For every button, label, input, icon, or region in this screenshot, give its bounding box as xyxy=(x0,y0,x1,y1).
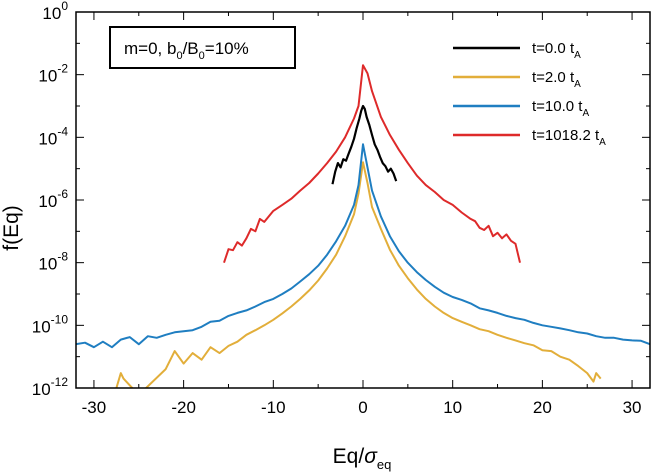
x-tick-label: -30 xyxy=(82,398,107,417)
annotation-part-m: m=0, b xyxy=(124,39,176,58)
legend-label-main: t=0.0 t xyxy=(532,40,575,57)
x-tick-label: 20 xyxy=(533,398,552,417)
legend-label-sub: A xyxy=(599,137,606,148)
y-tick-label-exponent: -8 xyxy=(57,250,68,264)
annotation-part-mid: /B xyxy=(183,39,199,58)
x-axis-title-main: Eq/ xyxy=(333,445,365,468)
y-tick-label: 10-8 xyxy=(38,250,68,274)
legend-label-main: t=1018.2 t xyxy=(532,127,600,144)
legend-label-sub: A xyxy=(574,79,581,90)
y-tick-label-exponent: -12 xyxy=(51,375,69,389)
legend-label-4: t=1018.2 tA xyxy=(532,127,606,148)
series-line-1 xyxy=(331,104,398,185)
annotation-frame xyxy=(109,26,296,69)
annotation-sub-2: 0 xyxy=(199,50,205,62)
legend-label-3: t=10.0 tA xyxy=(532,98,589,119)
legend-label-1: t=0.0 tA xyxy=(532,40,581,61)
y-tick-label-base: 10 xyxy=(38,255,57,274)
series-line-4 xyxy=(223,64,521,264)
y-tick-label: 10-6 xyxy=(38,187,68,211)
legend: t=0.0 tAt=2.0 tAt=10.0 tAt=1018.2 tA xyxy=(453,40,606,148)
y-tick-label: 10-2 xyxy=(38,62,68,86)
y-tick-label: 10-12 xyxy=(32,375,69,399)
y-tick-label-base: 10 xyxy=(42,4,61,23)
x-tick-label: -20 xyxy=(171,398,196,417)
ticks-layer: -30 -20 -10 0 10 20 3010010-210-410-610-810-10… xyxy=(32,0,650,417)
legend-label-sub: A xyxy=(582,108,589,119)
y-tick-label-base: 10 xyxy=(38,129,57,148)
x-axis-title-sigma: σ xyxy=(364,445,378,468)
legend-label-main: t=10.0 t xyxy=(532,98,583,115)
x-tick-label: 10 xyxy=(443,398,462,417)
y-tick-label-exponent: -4 xyxy=(57,124,68,138)
x-tick-label: -10 xyxy=(261,398,286,417)
x-axis-title: Eq/σeq xyxy=(333,445,392,472)
y-tick-label-base: 10 xyxy=(32,317,51,336)
x-tick-label: 0 xyxy=(358,398,367,417)
series-line-2 xyxy=(115,161,602,388)
y-tick-label-base: 10 xyxy=(38,192,57,211)
y-tick-label-exponent: -6 xyxy=(57,187,68,201)
y-tick-label-exponent: 0 xyxy=(61,0,68,13)
annotation-part-rest: =10% xyxy=(205,39,249,58)
legend-label-2: t=2.0 tA xyxy=(532,69,581,90)
x-tick-label: 30 xyxy=(623,398,642,417)
y-axis-title: f(Eq) xyxy=(0,205,23,251)
annotation-sub-1: 0 xyxy=(176,50,182,62)
series-layer xyxy=(76,64,650,388)
annotation-box: m=0, b0/B0=10% xyxy=(109,26,296,69)
y-tick-label: 10-4 xyxy=(38,124,68,148)
y-tick-label-base: 10 xyxy=(32,380,51,399)
y-tick-label-base: 10 xyxy=(38,67,57,86)
annotation-text: m=0, b0/B0=10% xyxy=(124,39,249,62)
y-tick-label: 100 xyxy=(42,0,68,23)
x-axis-title-sub: eq xyxy=(377,457,391,472)
series-line-3 xyxy=(76,143,650,349)
y-tick-label-exponent: -2 xyxy=(57,62,68,76)
legend-label-sub: A xyxy=(574,50,581,61)
y-tick-label: 10-10 xyxy=(32,312,69,336)
plot-frame xyxy=(75,11,651,389)
legend-label-main: t=2.0 t xyxy=(532,69,575,86)
y-tick-label-exponent: -10 xyxy=(51,312,69,326)
